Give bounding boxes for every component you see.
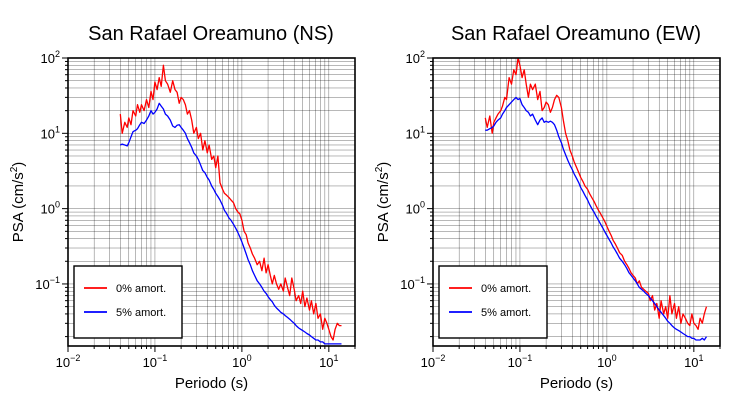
legend-label-0: 0% amort.: [481, 283, 531, 295]
y-tick-label: 100: [406, 200, 425, 217]
x-tick-label-exp: −2: [435, 353, 445, 363]
x-tick-label: 10−2: [56, 353, 81, 370]
y-tick-label: 10−1: [400, 275, 425, 292]
x-tick-label-base: 10: [597, 355, 611, 370]
y-tick-label-exp: 2: [420, 49, 425, 59]
y-tick-label-base: 10: [41, 126, 55, 141]
x-tick-label: 101: [684, 353, 703, 370]
y-tick-label: 101: [41, 124, 60, 141]
y-tick-label-exp: 2: [55, 49, 60, 59]
legend-label-1: 5% amort.: [481, 307, 531, 319]
legend-box: [438, 265, 548, 339]
y-tick-label-base: 10: [41, 51, 55, 66]
series-line-1: [120, 102, 342, 345]
series-line-0: [484, 58, 708, 330]
x-tick-label-base: 10: [56, 355, 70, 370]
y-tick-label-base: 10: [35, 277, 49, 292]
y-tick-label-exp: 0: [55, 200, 60, 210]
axis-ticks: [427, 57, 721, 352]
y-tick-label-base: 10: [406, 202, 420, 217]
grid-lines: [67, 57, 356, 346]
legend-box: [73, 265, 183, 339]
x-tick-label-base: 10: [143, 355, 157, 370]
y-tick-label-exp: 0: [420, 200, 425, 210]
x-tick-label-exp: 1: [699, 353, 704, 363]
y-tick-label-base: 10: [41, 202, 55, 217]
series-line-0: [119, 64, 342, 341]
x-tick-label-base: 10: [684, 355, 698, 370]
x-tick-label-base: 10: [319, 355, 333, 370]
legend: 0% amort. 5% amort.: [73, 265, 183, 339]
legend-label-0: 0% amort.: [116, 283, 166, 295]
x-tick-label-exp: 0: [247, 353, 252, 363]
y-tick-label-exp: 1: [420, 124, 425, 134]
y-tick-label-base: 10: [406, 51, 420, 66]
plot-frame: [67, 57, 356, 347]
y-tick-label: 100: [41, 200, 60, 217]
x-tick-label: 100: [232, 353, 251, 370]
y-tick-label-base: 10: [406, 126, 420, 141]
chart-title: San Rafael Oreamuno (NS): [88, 23, 334, 45]
y-axis-label-close: ): [10, 162, 27, 167]
y-tick-label: 102: [41, 49, 60, 66]
series-line-1: [485, 96, 708, 341]
x-tick-label-base: 10: [421, 355, 435, 370]
x-tick-label-exp: 1: [334, 353, 339, 363]
x-tick-label-exp: −1: [522, 353, 532, 363]
y-axis-label-close: ): [375, 162, 392, 167]
y-tick-label-exp: 1: [55, 124, 60, 134]
plot-frame: [432, 57, 721, 347]
y-axis-label: PSA (cm/s2): [374, 162, 392, 243]
y-axis-label-base: PSA (cm/s: [10, 172, 27, 242]
axis-ticks: [62, 57, 356, 352]
x-tick-label: 10−2: [421, 353, 446, 370]
y-tick-label: 10−1: [35, 275, 60, 292]
x-tick-label: 10−1: [508, 353, 533, 370]
legend: 0% amort. 5% amort.: [438, 265, 548, 339]
x-tick-label-base: 10: [508, 355, 522, 370]
y-tick-label: 102: [406, 49, 425, 66]
x-tick-label: 100: [597, 353, 616, 370]
x-axis-label: Periodo (s): [175, 375, 248, 392]
x-tick-label: 101: [319, 353, 338, 370]
y-tick-label-base: 10: [400, 277, 414, 292]
y-tick-label: 101: [406, 124, 425, 141]
x-tick-label: 10−1: [143, 353, 168, 370]
y-axis-label-base: PSA (cm/s: [375, 172, 392, 242]
x-tick-label-base: 10: [232, 355, 246, 370]
legend-label-1: 5% amort.: [116, 307, 166, 319]
x-tick-label-exp: −1: [157, 353, 167, 363]
y-tick-label-exp: −1: [50, 275, 60, 285]
x-tick-label-exp: −2: [70, 353, 80, 363]
y-axis-label-exp: 2: [374, 166, 385, 172]
y-axis-label-exp: 2: [9, 166, 20, 172]
y-tick-label-exp: −1: [415, 275, 425, 285]
y-axis-label: PSA (cm/s2): [9, 162, 27, 243]
x-axis-label: Periodo (s): [540, 375, 613, 392]
x-tick-label-exp: 0: [612, 353, 617, 363]
chart-title: San Rafael Oreamuno (EW): [451, 23, 701, 45]
